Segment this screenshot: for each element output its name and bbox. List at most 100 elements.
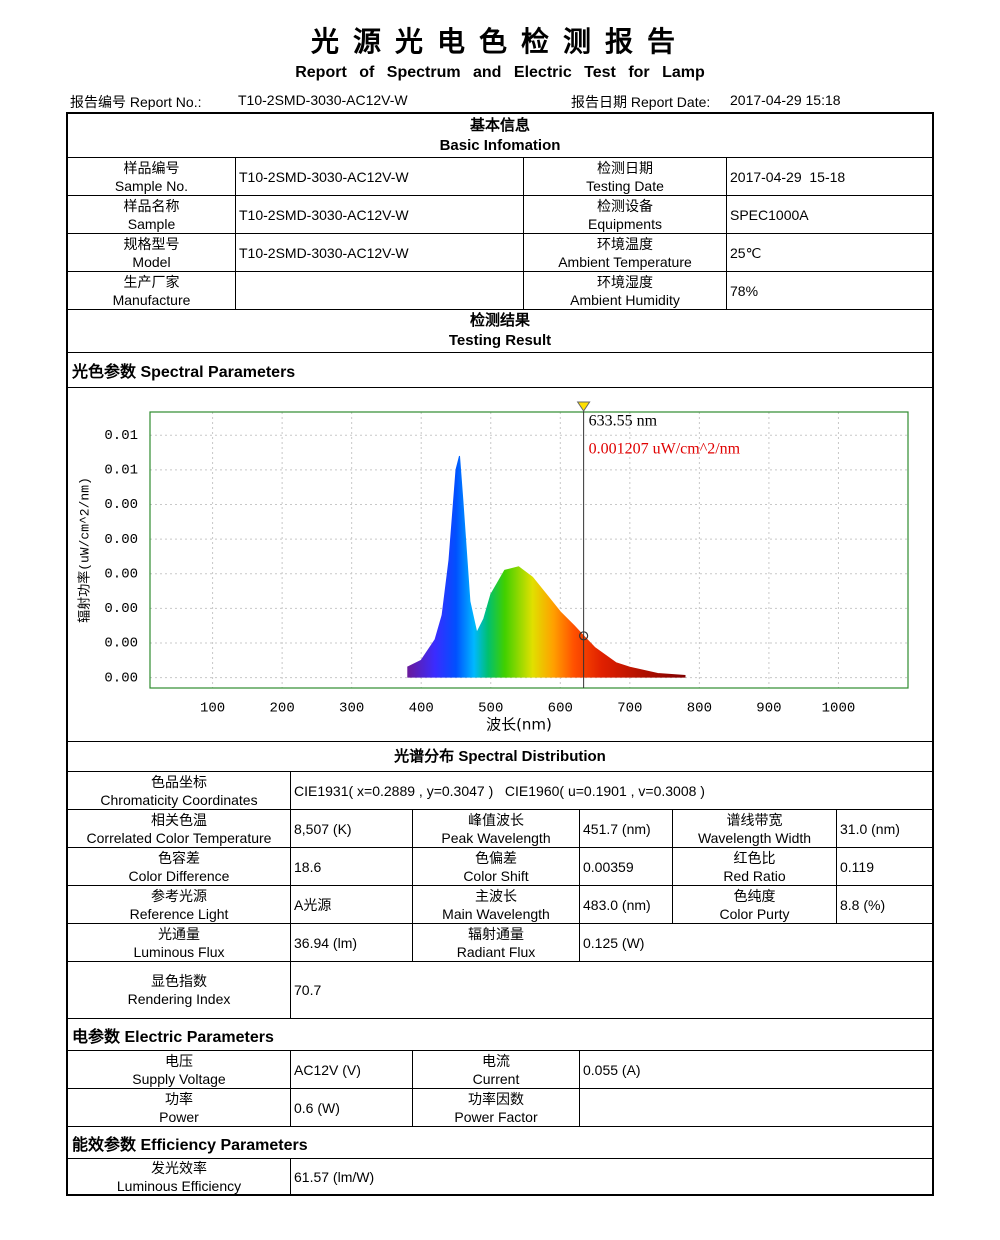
field-value: A光源 bbox=[290, 885, 413, 924]
field-value: 36.94 (lm) bbox=[290, 923, 413, 962]
label-line: 环境湿度 bbox=[597, 273, 653, 290]
field-label: 功率 Power bbox=[67, 1088, 291, 1127]
value-text: A光源 bbox=[294, 896, 332, 913]
field-label: 红色比 Red Ratio bbox=[672, 847, 837, 886]
spectral-heading: 光色参数 Spectral Parameters bbox=[67, 352, 933, 388]
report-subtitle: Report of Spectrum and Electric Test for… bbox=[295, 64, 705, 81]
y-tick-label: 0.00 bbox=[104, 670, 138, 686]
spectrum-line bbox=[407, 455, 686, 676]
report-no: T10-2SMD-3030-AC12V-W bbox=[238, 92, 408, 108]
label-line: 色品坐标 bbox=[151, 773, 207, 790]
label-line: Power bbox=[159, 1108, 199, 1125]
cursor-value-label: 0.001207 uW/cm^2/nm bbox=[589, 441, 741, 458]
label-line: 峰值波长 bbox=[468, 811, 524, 828]
label-line: 电压 bbox=[165, 1052, 193, 1069]
value-text: CIE1931( x=0.2889 , y=0.3047 ) CIE1960( … bbox=[294, 782, 705, 799]
field-label: 规格型号 Model bbox=[67, 233, 236, 272]
field-value: AC12V (V) bbox=[290, 1050, 413, 1089]
field-label: 电压 Supply Voltage bbox=[67, 1050, 291, 1089]
field-label: 功率因数 Power Factor bbox=[412, 1088, 580, 1127]
field-value: 2017-04-29 15-18 bbox=[726, 157, 934, 196]
field-value: SPEC1000A bbox=[726, 195, 934, 234]
field-value: 483.0 (nm) bbox=[579, 885, 673, 924]
x-axis-label: 波长(nm) bbox=[486, 716, 552, 734]
label-line: 环境温度 bbox=[597, 235, 653, 252]
field-label: 峰值波长 Peak Wavelength bbox=[412, 809, 580, 848]
value-text: 0.00359 bbox=[583, 858, 634, 875]
field-value: 8.8 (%) bbox=[836, 885, 934, 924]
field-value bbox=[235, 271, 524, 310]
label-line: 谱线带宽 bbox=[726, 811, 783, 828]
field-value: 70.7 bbox=[290, 961, 934, 1019]
label-line: 色容差 bbox=[158, 849, 200, 866]
label-line: Sample bbox=[127, 215, 176, 232]
field-label: 发光效率 Luminous Efficiency bbox=[67, 1158, 291, 1196]
label-line: 辐射通量 bbox=[468, 925, 524, 942]
report-title: 光源光电色检测报告 bbox=[310, 25, 689, 58]
label-line: Sample No. bbox=[114, 177, 189, 194]
x-tick-label: 800 bbox=[687, 701, 712, 717]
field-value: 25℃ bbox=[726, 233, 934, 272]
label-line: 参考光源 bbox=[151, 887, 207, 904]
x-tick-label: 500 bbox=[478, 701, 503, 717]
value-text: T10-2SMD-3030-AC12V-W bbox=[239, 168, 409, 185]
label-line: Rendering Index bbox=[127, 991, 231, 1007]
field-value: 451.7 (nm) bbox=[579, 809, 673, 848]
field-label: 环境湿度 Ambient Humidity bbox=[523, 271, 727, 310]
field-label: 样品名称 Sample bbox=[67, 195, 236, 234]
label-line: Radiant Flux bbox=[456, 943, 536, 960]
label-line: 检测设备 bbox=[597, 197, 653, 214]
value-text: SPEC1000A bbox=[730, 206, 809, 223]
field-label: 环境温度 Ambient Temperature bbox=[523, 233, 727, 272]
electric-heading: 电参数 Electric Parameters bbox=[67, 1018, 933, 1051]
report-date: 2017-04-29 15:18 bbox=[730, 92, 841, 108]
efficiency-heading-text: 能效参数 Efficiency Parameters bbox=[72, 1136, 308, 1154]
field-label: 相关色温 Correlated Color Temperature bbox=[67, 809, 291, 848]
field-value: 18.6 bbox=[290, 847, 413, 886]
field-value: 0.119 bbox=[836, 847, 934, 886]
value-text: 483.0 (nm) bbox=[583, 896, 651, 913]
label-line: Model bbox=[132, 253, 171, 270]
field-label: 色容差 Color Difference bbox=[67, 847, 291, 886]
label-line: Red Ratio bbox=[723, 867, 786, 884]
value-text: 78% bbox=[730, 282, 759, 299]
field-value: 61.57 (lm/W) bbox=[290, 1158, 934, 1196]
basic-info-title-text: Basic Infomation bbox=[439, 136, 561, 154]
label-line: Power Factor bbox=[454, 1108, 538, 1125]
area-fill bbox=[407, 456, 686, 678]
basic-info-title-text: 基本信息 bbox=[469, 116, 530, 134]
cursor-x-label: 633.55 nm bbox=[589, 413, 658, 430]
label-line: Equipments bbox=[588, 215, 662, 232]
value-text: 0.6 (W) bbox=[294, 1099, 340, 1116]
field-value: 0.125 (W) bbox=[579, 923, 934, 962]
value-text: 70.7 bbox=[294, 982, 322, 998]
x-tick-label: 700 bbox=[617, 701, 642, 717]
field-label: 样品编号 Sample No. bbox=[67, 157, 236, 196]
efficiency-heading: 能效参数 Efficiency Parameters bbox=[67, 1126, 933, 1159]
label-line: 规格型号 bbox=[123, 235, 180, 252]
field-label: 参考光源 Reference Light bbox=[67, 885, 291, 924]
value-text: 0.119 bbox=[840, 858, 874, 875]
label-line: Color Shift bbox=[463, 867, 529, 884]
value-text: 8.8 (%) bbox=[840, 896, 886, 913]
y-tick-label: 0.00 bbox=[104, 497, 138, 513]
label-line: Color Difference bbox=[128, 867, 230, 884]
y-tick-label: 0.00 bbox=[104, 532, 138, 548]
x-tick-label: 400 bbox=[409, 701, 434, 717]
label-line: 相关色温 bbox=[151, 811, 207, 828]
field-label: 显色指数 Rendering Index bbox=[67, 961, 291, 1019]
label-line: Luminous Flux bbox=[133, 943, 225, 960]
field-value: 0.6 (W) bbox=[290, 1088, 413, 1127]
cursor-handle bbox=[576, 401, 591, 412]
basic-info-title: 基本信息 Basic Infomation bbox=[67, 113, 933, 158]
value-text: 451.7 (nm) bbox=[583, 820, 651, 837]
x-tick-label: 900 bbox=[756, 701, 781, 717]
x-tick-label: 100 bbox=[200, 701, 225, 717]
spectral-heading-text: 光色参数 Spectral Parameters bbox=[72, 364, 296, 381]
field-value bbox=[579, 1088, 934, 1127]
label-line: 样品编号 bbox=[123, 159, 180, 176]
label-line: Ambient Humidity bbox=[570, 291, 680, 308]
label-line: 红色比 bbox=[733, 849, 776, 866]
label-line: Testing Date bbox=[586, 177, 664, 194]
